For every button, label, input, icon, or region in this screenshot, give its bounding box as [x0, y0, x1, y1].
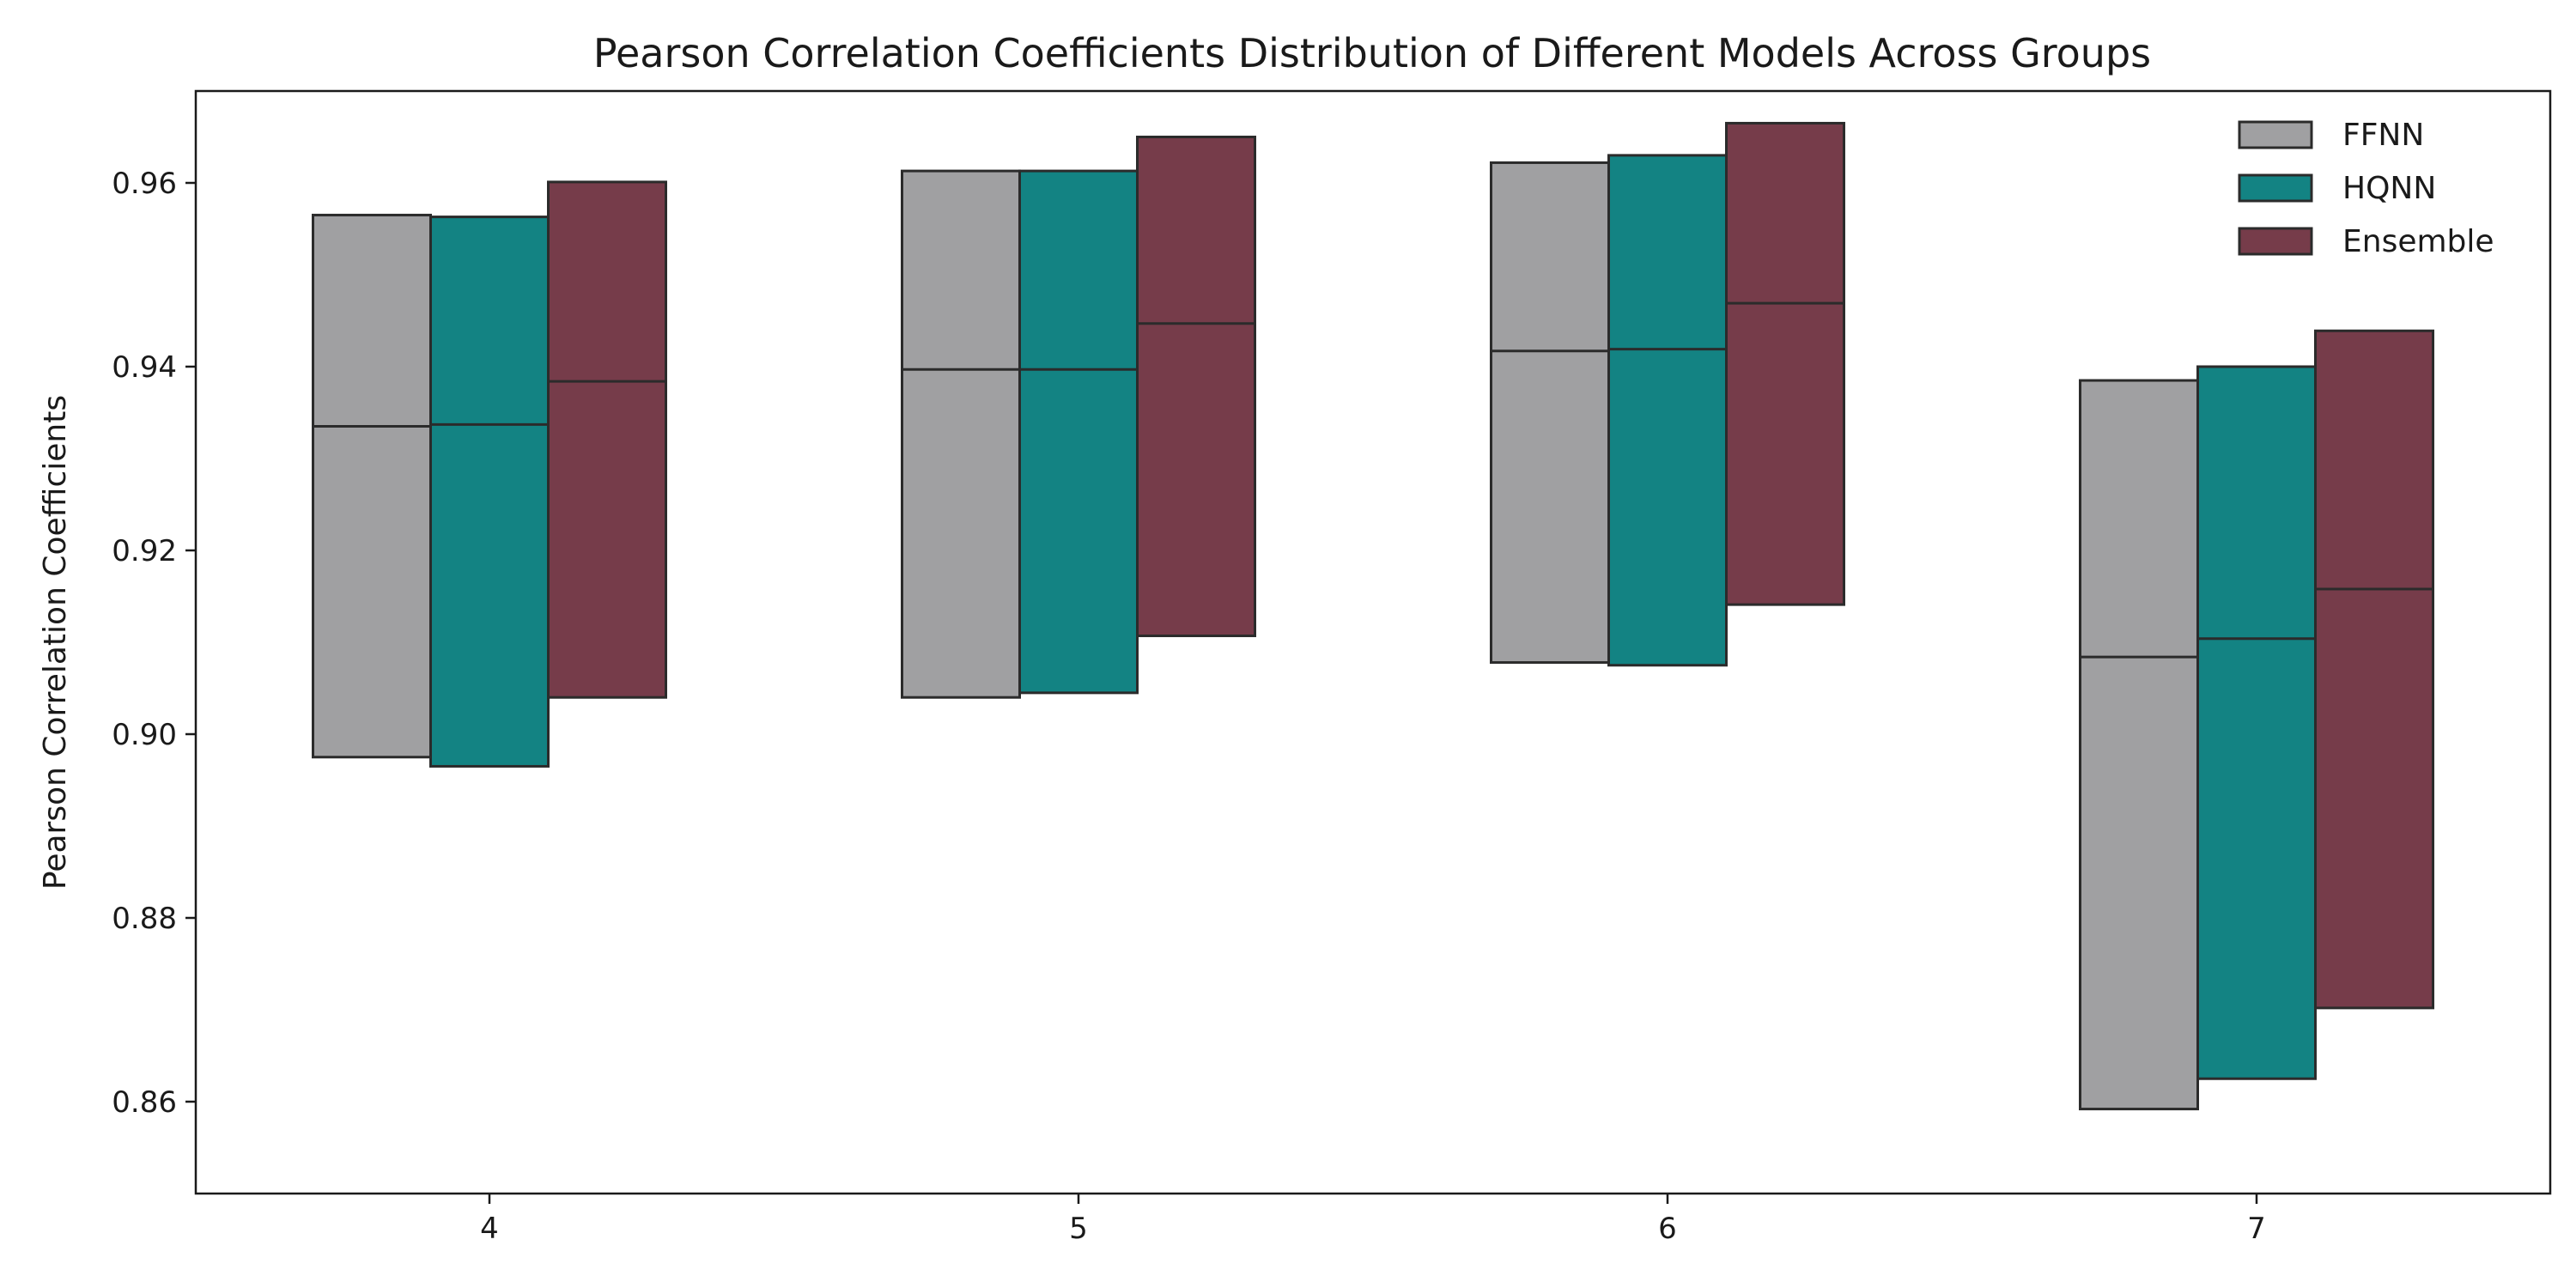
- chart-title: Pearson Correlation Coefficients Distrib…: [593, 30, 2151, 76]
- y-tick-label: 0.88: [112, 902, 177, 936]
- box-hqnn-5: [1018, 169, 1139, 695]
- box-hqnn-7: [2196, 365, 2317, 1080]
- legend-swatch-hqnn: [2238, 173, 2313, 203]
- legend-label-ensemble: Ensemble: [2342, 224, 2494, 259]
- x-tick-label: 4: [480, 1212, 499, 1246]
- legend-swatch-ffnn: [2238, 120, 2313, 149]
- y-tick-label: 0.92: [112, 534, 177, 568]
- x-tick-label: 5: [1069, 1212, 1088, 1246]
- legend-label-ffnn: FFNN: [2342, 118, 2424, 153]
- box-ffnn-6: [1490, 161, 1610, 665]
- box-ffnn-5: [901, 169, 1021, 699]
- x-tick-label: 6: [1658, 1212, 1677, 1246]
- series-ensemble: [547, 121, 2434, 1010]
- box-ensemble-6: [1725, 121, 1845, 606]
- box-ensemble-4: [547, 180, 667, 699]
- y-tick-label: 0.86: [112, 1085, 177, 1120]
- y-tick-label: 0.96: [112, 167, 177, 201]
- box-ensemble-5: [1136, 136, 1256, 638]
- x-axis: 4 5 6 7: [480, 1194, 2266, 1246]
- legend: FFNN HQNN Ensemble: [2238, 118, 2494, 259]
- plot-frame: [194, 89, 2552, 1195]
- y-axis: 0.86 0.88 0.90 0.92 0.94 0.96: [112, 167, 196, 1120]
- series-hqnn: [429, 154, 2317, 1080]
- box-hqnn-4: [429, 216, 550, 768]
- box-ffnn-7: [2079, 379, 2199, 1111]
- y-tick-label: 0.94: [112, 350, 177, 385]
- y-axis-title: Pearson Correlation Coefficients: [38, 395, 73, 890]
- box-ensemble-7: [2314, 329, 2434, 1010]
- box-ffnn-4: [312, 213, 432, 759]
- x-tick-label: 7: [2247, 1212, 2266, 1246]
- legend-swatch-ensemble: [2238, 227, 2313, 256]
- y-tick-label: 0.90: [112, 718, 177, 752]
- boxes-layer: [312, 121, 2434, 1111]
- box-hqnn-6: [1607, 154, 1728, 667]
- legend-label-hqnn: HQNN: [2342, 171, 2436, 206]
- series-ffnn: [312, 161, 2199, 1111]
